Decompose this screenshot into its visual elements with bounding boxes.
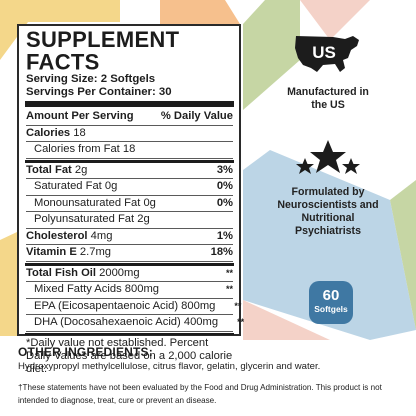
total-fat-row: Total Fat 2g 3% [26, 163, 233, 179]
mono-fat: Monounsaturated Fat 0g [34, 196, 156, 209]
header-daily-value: % Daily Value [160, 110, 233, 122]
formulated-text: Formulated by Neuroscientists and Nutrit… [277, 186, 379, 237]
header-amount: Amount Per Serving [26, 110, 134, 122]
calories-label: Calories [26, 126, 71, 139]
bg-shape-pink-top [300, 0, 370, 40]
footnote: *Daily value not established. Percent Da… [26, 336, 233, 375]
cholesterol-label: Cholesterol [26, 229, 88, 242]
sat-fat-row: Saturated Fat 0g 0% [26, 179, 233, 196]
mono-fat-dv: 0% [216, 196, 233, 209]
mixed-fatty: Mixed Fatty Acids 800mg [34, 283, 159, 295]
dha: DHA (Docosahexaenoic Acid) 400mg [34, 316, 219, 328]
bg-shape-yellow [0, 0, 120, 60]
us-icon-text: US [312, 43, 336, 62]
fish-oil-label: Total Fish Oil [26, 266, 97, 279]
vitamin-e-amount: 2.7mg [79, 246, 111, 258]
softgel-count: 60 [322, 287, 340, 304]
softgel-count-badge: 60 Softgels [309, 281, 353, 324]
total-fat-label: Total Fat [26, 163, 72, 176]
mixed-fatty-row: Mixed Fatty Acids 800mg ** [26, 282, 233, 299]
serving-size: Serving Size: 2 Softgels [26, 73, 156, 85]
rule-mid-2 [25, 262, 234, 266]
sat-fat-dv: 0% [216, 180, 233, 192]
vitamin-e-row: Vitamin E 2.7mg 18% [26, 245, 233, 262]
fish-oil-amount: 2000mg [99, 266, 140, 279]
formulated-block: Formulated by Neuroscientists and Nutrit… [268, 138, 388, 238]
cholesterol-dv: 1% [216, 229, 233, 242]
epa-dv: ** [234, 300, 242, 311]
ingredients-title: OTHER INGREDIENTS: [18, 345, 153, 359]
servings-per-container: Servings Per Container: 30 [26, 85, 172, 98]
bg-shape-orange [160, 0, 240, 24]
mixed-fatty-dv: ** [225, 284, 233, 294]
fish-oil-row: Total Fish Oil 2000mg ** [26, 266, 233, 282]
ingredients-text: Hydroxypropyl methylcellulose, citrus fl… [18, 361, 321, 372]
dha-row: DHA (Docosahexaenoic Acid) 400mg ** [26, 315, 244, 332]
total-fat-amount: 2g [74, 163, 88, 176]
bg-shape-green-right [390, 180, 416, 330]
softgel-label: Softgels [314, 304, 348, 314]
stars-icon [296, 140, 360, 174]
poly-fat-row: Polyunsaturated Fat 2g [26, 212, 233, 229]
calories-fat: Calories from Fat 18 [34, 143, 136, 155]
epa: EPA (Eicosapentaenoic Acid) 800mg [34, 299, 216, 312]
cholesterol-row: Cholesterol 4mg 1% [26, 229, 233, 245]
us-badge-block: US Manufactured in the US [268, 32, 388, 112]
cholesterol-amount: 4mg [90, 229, 113, 242]
vitamin-e-dv: 18% [210, 246, 233, 258]
fda-disclaimer: †These statements have not been evaluate… [18, 383, 382, 405]
header-row: Amount Per Serving % Daily Value [26, 109, 233, 126]
bg-shape-blue-right [243, 150, 416, 340]
calories-row: Calories 18 [26, 126, 233, 142]
facts-title: SUPPLEMENT FACTS [26, 26, 180, 75]
us-map-icon: US [295, 36, 359, 72]
total-fat-dv: 3% [216, 163, 233, 176]
fish-oil-dv: ** [225, 267, 233, 278]
supplement-facts-panel: SUPPLEMENT FACTS Serving Size: 2 Softgel… [17, 24, 244, 375]
calories-fat-row: Calories from Fat 18 [26, 142, 233, 159]
bg-shape-green-top [243, 0, 300, 110]
bg-shape-yellow-left [0, 232, 17, 336]
vitamin-e-label: Vitamin E [26, 246, 77, 258]
calories-value: 18 [73, 126, 86, 139]
epa-row: EPA (Eicosapentaenoic Acid) 800mg ** [26, 299, 241, 315]
rule-mid-3 [25, 332, 234, 335]
dha-dv: ** [237, 317, 245, 327]
poly-fat: Polyunsaturated Fat 2g [34, 213, 150, 225]
mono-fat-row: Monounsaturated Fat 0g 0% [26, 196, 233, 212]
bg-shape-pink-bottom [243, 300, 330, 340]
made-in-us-text: Manufactured in the US [287, 86, 369, 111]
rule-thick [25, 101, 234, 107]
sat-fat: Saturated Fat 0g [34, 180, 118, 192]
rule-mid [25, 159, 234, 163]
